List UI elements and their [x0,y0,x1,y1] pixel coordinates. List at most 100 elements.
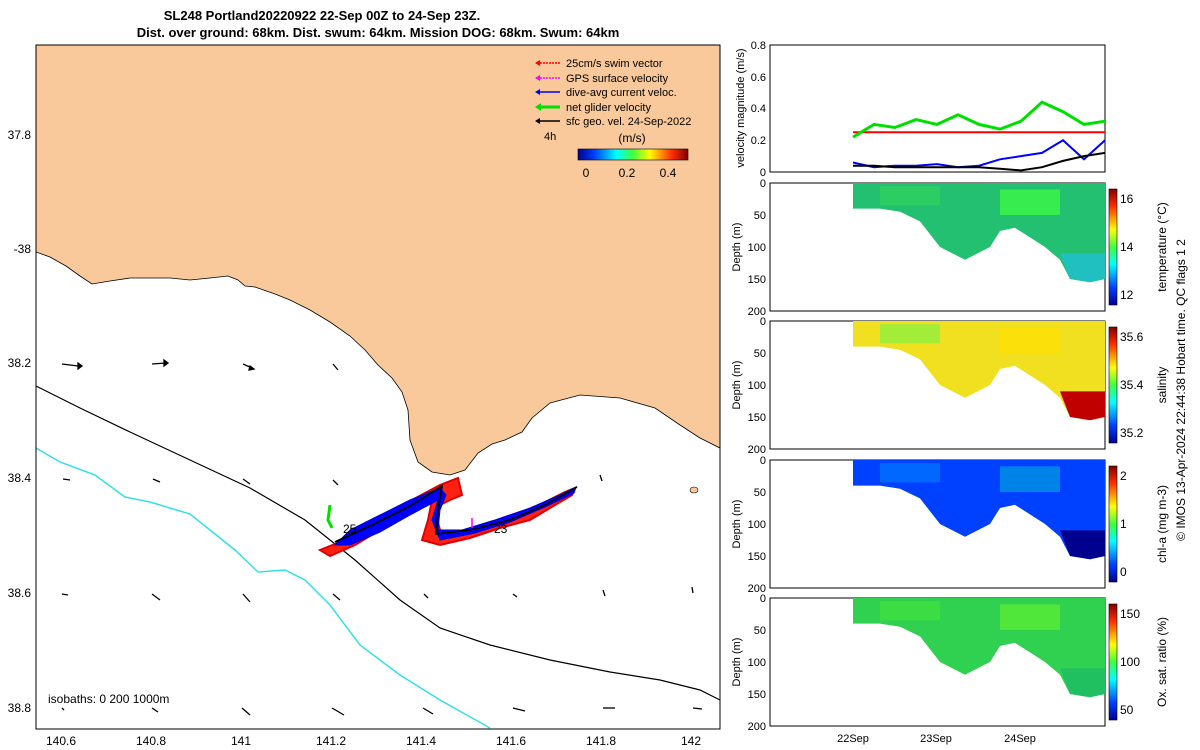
geostrophic-arrows [61,358,703,716]
map-ytick: 37.8 [8,128,32,142]
section-ytick: 100 [748,519,766,531]
colorbar-tick: 0 [1120,565,1127,579]
section-panel: 0 50 100 150 200 Depth (m) 0 1 2 chl-a (mg m-3) [731,455,1169,595]
map-xtick: 140.8 [136,734,166,748]
section-patch [1060,530,1105,560]
colorbar-tick: 100 [1120,655,1140,669]
map-y-axis: 37.8 -38 38.2 38.4 38.6 38.8 [8,128,32,715]
colorbar-tick: 12 [1120,288,1134,302]
track-line [334,484,578,543]
chart-title-line1: SL248 Portland20220922 22-Sep 00Z to 24-… [164,8,480,23]
glider-track [317,476,578,558]
colorbar-tick: 1 [1120,517,1127,531]
colorbar-label: Ox. sat. ratio (%) [1155,617,1169,707]
section-panel: 0 50 100 150 200 Depth (m) 12 14 16 temperature (… [731,178,1169,318]
section-panel: 0 50 100 150 200 Depth (m) 35.2 35.4 35.6 salinit… [731,316,1169,456]
vel-ytick: 0.8 [751,40,766,52]
land-mass [36,45,720,476]
colorbar-tick: 0.2 [619,166,636,180]
section-colorbar [1108,326,1118,444]
isobath-200m [36,385,720,701]
time-axis: 22Sep 23Sep 24Sep [837,733,1036,745]
vel-ytick: 0 [760,167,766,179]
section-patch [880,463,940,483]
velocity-ylabel: velocity magnitude (m/s) [735,48,747,167]
map-ytick: 38.8 [8,701,32,715]
section-ytick: 100 [748,242,766,254]
section-ytick: 200 [748,306,766,318]
section-patch [880,601,940,621]
legend-label: net glider velocity [566,102,651,114]
section-ytick: 200 [748,583,766,595]
map-frame [35,44,721,730]
time-tick: 22Sep [837,733,869,745]
section-ytick: 200 [748,721,766,733]
legend-item-geo: sfc geo. vel. 24-Sep-2022 [535,116,691,128]
vel-ytick: 0.6 [751,72,766,84]
velocity-panel: 0 0.2 0.4 0.6 0.8 velocity magnitude (m/… [735,40,1106,179]
footer-credit: © IMOS 13-Apr-2024 22:44:38 Hobart time.… [1174,239,1188,541]
map-xtick: 141.6 [496,734,526,748]
section-ylabel: Depth (m) [731,638,743,687]
section-ylabel: Depth (m) [731,361,743,410]
section-patch [880,324,940,344]
colorbar-tick: 16 [1120,192,1134,206]
section-ylabel: Depth (m) [731,223,743,272]
section-ytick: 150 [748,689,766,701]
map-ytick: -38 [14,242,32,256]
colorbar-tick: 35.6 [1120,330,1144,344]
section-patch [880,186,940,206]
map-ytick: 38.2 [8,356,32,370]
section-ytick: 100 [748,657,766,669]
section-colorbar [1108,603,1118,721]
map-xtick: 140.6 [46,734,76,748]
map-legend: 25cm/s swim vector GPS surface velocity … [535,58,691,180]
track-label-25: 25 [343,522,357,536]
section-panel: 0 50 100 150 200 Depth (m) 50 100 150 Ox. sat. ra… [731,593,1169,733]
legend-item-net: net glider velocity [535,102,651,114]
section-patch [1000,189,1060,215]
colorbar-tick: 35.4 [1120,378,1144,392]
colorbar-title: (m/s) [618,131,645,145]
velocity-series [852,100,1106,172]
legend-item-dive: dive-avg current veloc. [535,87,677,99]
isobaths-label: isobaths: 0 200 1000m [48,692,169,706]
velocity-y-axis: 0 0.2 0.4 0.6 0.8 [751,40,766,179]
section-patch [1000,466,1060,492]
section-ytick: 50 [754,210,766,222]
map-colorbar [577,148,689,161]
legend-4h: 4h [544,131,556,143]
colorbar-tick: 0.4 [660,166,677,180]
map-panel: 25 23 140.6 140.8 141 141.2 141.4 141.6 … [8,44,721,748]
colorbar-tick: 150 [1120,607,1140,621]
section-ytick: 200 [748,444,766,456]
section-ytick: 0 [760,455,766,467]
velocity-series-line [853,151,1106,172]
vel-ytick: 0.4 [751,103,766,115]
section-colorbar [1108,188,1118,306]
map-xtick: 141.2 [316,734,346,748]
section-patch [1060,391,1105,421]
map-ytick: 38.6 [8,586,32,600]
map-xtick: 142 [681,734,701,748]
chart-title-line2: Dist. over ground: 68km. Dist. swum: 64k… [137,25,620,40]
section-ytick: 50 [754,625,766,637]
section-ytick: 150 [748,412,766,424]
track-label-23: 23 [494,522,508,536]
section-ytick: 150 [748,551,766,563]
map-xtick: 141.4 [406,734,436,748]
colorbar-tick: 0 [583,166,590,180]
section-ytick: 50 [754,487,766,499]
isobath-1000m [36,447,491,729]
section-ytick: 150 [748,274,766,286]
section-ytick: 0 [760,178,766,190]
net-velocity [326,504,334,529]
island [689,486,699,494]
vel-ytick: 0.2 [751,135,766,147]
legend-item-swim: 25cm/s swim vector [535,58,663,70]
colorbar-label: chl-a (mg m-3) [1155,485,1169,563]
colorbar-tick: 35.2 [1120,426,1144,440]
legend-item-gps: GPS surface velocity [535,73,669,85]
velocity-series-line [852,139,1106,169]
